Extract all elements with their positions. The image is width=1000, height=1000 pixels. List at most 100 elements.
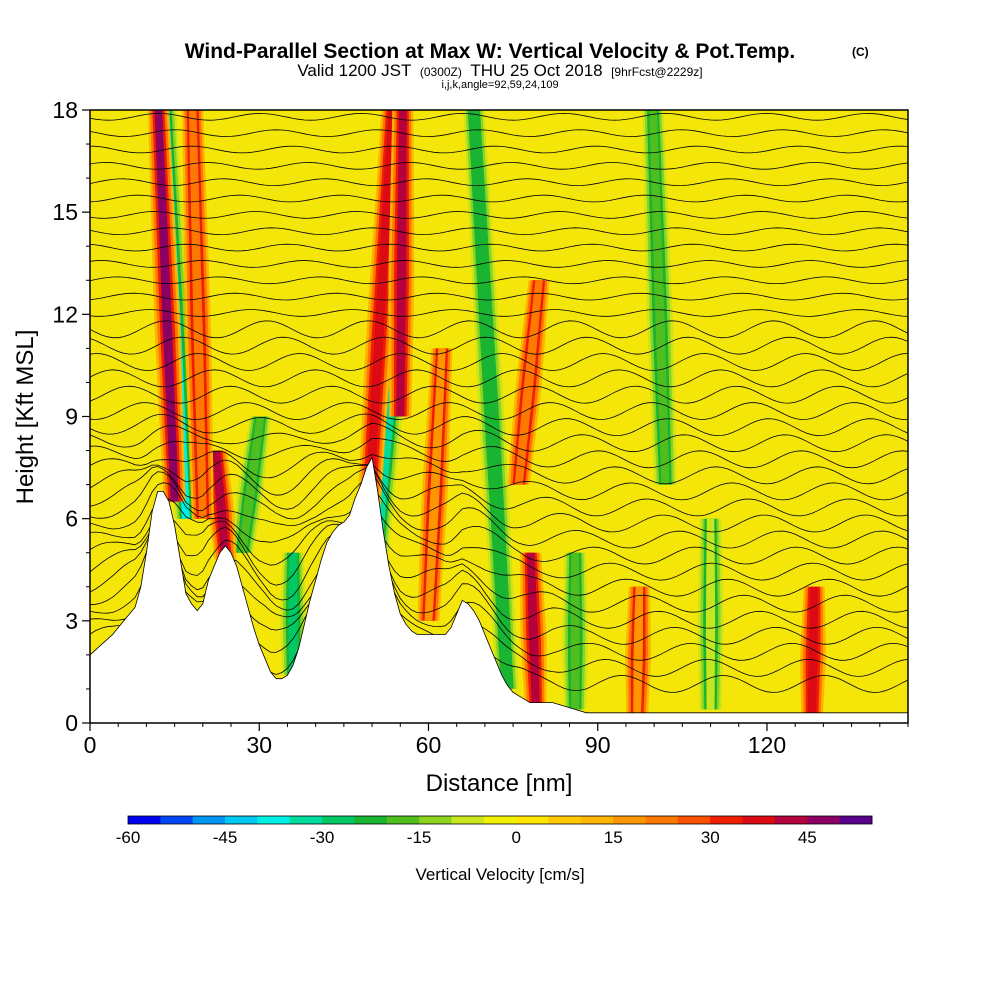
colorbar-swatch xyxy=(710,816,744,824)
theta-contour xyxy=(90,473,908,549)
velocity-band xyxy=(154,110,179,502)
theta-contour xyxy=(90,413,908,437)
colorbar-swatch xyxy=(807,816,841,824)
velocity-field xyxy=(147,110,826,713)
colorbar-tick-label: 30 xyxy=(701,828,720,847)
colorbar-tick-label: -60 xyxy=(116,828,141,847)
theta-contour xyxy=(90,178,908,187)
theta-contour xyxy=(90,276,908,285)
updraft-column xyxy=(182,110,214,519)
theta-contour xyxy=(90,129,908,138)
velocity-band xyxy=(396,110,407,417)
colorbar-swatch xyxy=(839,816,873,824)
updraft-column xyxy=(625,586,652,713)
section-indices: i,j,k,angle=92,59,24,109 xyxy=(441,79,558,91)
y-axis: 0 3 6 9 12 15 18 xyxy=(52,97,90,736)
plot-area xyxy=(90,97,908,723)
theta-contour xyxy=(90,309,908,317)
colorbar-swatch xyxy=(386,816,420,824)
velocity-band xyxy=(188,110,207,519)
theta-contour xyxy=(90,487,908,565)
colorbar-swatch xyxy=(774,816,808,824)
colorbar-swatch xyxy=(645,816,679,824)
colorbar-title: Vertical Velocity [cm/s] xyxy=(415,865,584,884)
colorbar-tick-label: -30 xyxy=(310,828,335,847)
theta-contour xyxy=(90,211,908,219)
downdraft-column xyxy=(697,518,724,710)
theta-contour xyxy=(90,227,908,236)
colorbar-swatch xyxy=(451,816,485,824)
colorbar-swatch xyxy=(548,816,582,824)
colorbar-swatch xyxy=(613,816,646,824)
velocity-band xyxy=(570,552,580,710)
colorbar-tick-label: 15 xyxy=(604,828,623,847)
theta-contour xyxy=(90,260,908,268)
y-tick-label: 0 xyxy=(65,710,78,736)
theta-contour xyxy=(90,162,908,170)
velocity-band xyxy=(649,110,670,485)
velocity-band xyxy=(362,110,396,553)
velocity-band xyxy=(514,280,543,485)
x-tick-label: 0 xyxy=(84,732,97,758)
downdraft-column xyxy=(562,552,589,710)
theta-contour xyxy=(90,437,908,469)
theta-contour xyxy=(90,467,908,533)
valid-prefix: Valid 1200 JST xyxy=(297,61,411,80)
velocity-band xyxy=(288,552,298,676)
theta-contour xyxy=(90,515,908,597)
theta-contour xyxy=(90,112,908,121)
colorbar-swatch xyxy=(419,816,452,824)
x-tick-label: 120 xyxy=(748,732,786,758)
theta-contour xyxy=(90,320,908,339)
theta-contour xyxy=(90,97,908,104)
colorbar-swatch xyxy=(580,816,614,824)
valid-utc: (0300Z) xyxy=(420,65,462,79)
downdraft-column xyxy=(463,110,519,689)
x-tick-label: 90 xyxy=(585,732,611,758)
colorbar-swatch xyxy=(192,816,226,824)
theta-contour xyxy=(90,465,908,517)
y-tick-label: 9 xyxy=(65,404,78,430)
y-tick-label: 18 xyxy=(52,97,78,123)
theta-contour xyxy=(90,194,908,203)
y-tick-label: 3 xyxy=(65,608,78,634)
theta-contour xyxy=(90,336,908,355)
colorbar-frame xyxy=(127,815,873,825)
colorbar-swatch xyxy=(225,816,258,824)
velocity-band xyxy=(705,518,716,710)
updraft-column xyxy=(507,280,550,485)
colorbar-swatch xyxy=(160,816,194,824)
updraft-column xyxy=(147,110,186,502)
theta-contour xyxy=(90,520,908,613)
colorbar-swatch xyxy=(483,816,517,824)
updraft-column xyxy=(520,552,547,703)
copyright-mark: (C) xyxy=(852,45,869,59)
colorbar-swatch xyxy=(289,816,323,824)
y-axis-label: Height [Kft MSL] xyxy=(12,330,39,505)
downdraft-column xyxy=(642,110,677,485)
colorbar-swatch xyxy=(516,816,549,824)
valid-date: THU 25 Oct 2018 xyxy=(470,61,602,80)
velocity-band xyxy=(212,450,230,560)
theta-contour xyxy=(90,503,908,581)
y-tick-label: 12 xyxy=(52,301,78,327)
y-tick-label: 15 xyxy=(52,199,78,225)
x-axis-label: Distance [nm] xyxy=(426,770,573,797)
velocity-band xyxy=(424,348,446,621)
velocity-band xyxy=(470,110,512,689)
colorbar-tick-label: -15 xyxy=(407,828,432,847)
theta-contour xyxy=(90,369,908,388)
colorbar-tick-label: 45 xyxy=(798,828,817,847)
theta-contour xyxy=(90,353,908,371)
x-tick-label: 30 xyxy=(246,732,272,758)
colorbar-tick-label: -45 xyxy=(213,828,238,847)
theta-contour xyxy=(90,385,908,404)
velocity-band xyxy=(526,552,540,703)
terrain-mask xyxy=(90,456,908,723)
colorbar-swatch xyxy=(257,816,291,824)
x-tick-label: 60 xyxy=(416,732,442,758)
colorbar-swatch xyxy=(128,816,161,824)
colorbar-tick-label: 0 xyxy=(511,828,520,847)
colorbar-swatch xyxy=(677,816,711,824)
theta-contour xyxy=(90,422,908,453)
